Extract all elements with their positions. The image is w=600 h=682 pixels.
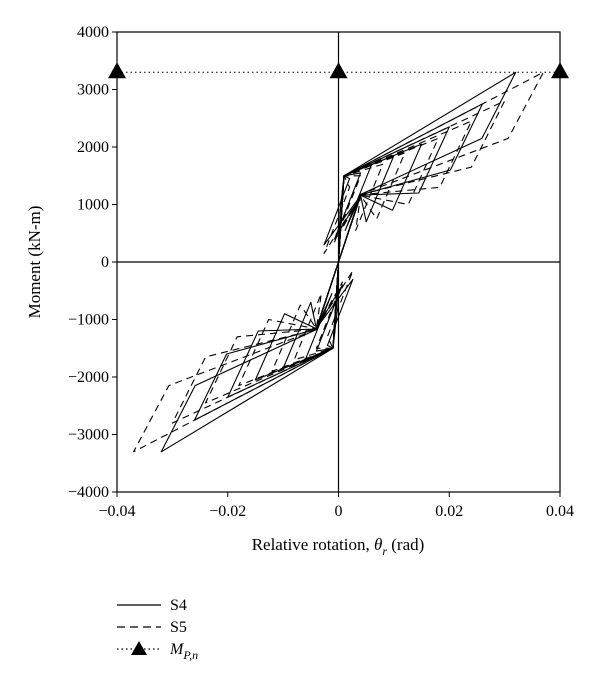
legend-label-mpn: MP,n (169, 641, 198, 662)
triangle-marker-icon (108, 62, 126, 79)
legend-label-s5: S5 (170, 619, 187, 636)
series-line (133, 71, 544, 453)
y-tick-label: 4000 (77, 24, 109, 41)
mpn-line (108, 62, 569, 79)
y-tick-label: 0 (101, 254, 109, 271)
legend-item-s4: S4 (117, 597, 187, 614)
x-tick-label: 0 (335, 503, 343, 520)
legend: S4 S5 MP,n (117, 597, 198, 662)
y-tick-label: 1000 (77, 197, 109, 214)
x-tick-label: −0.04 (98, 503, 135, 520)
series-s5 (133, 71, 544, 453)
triangle-marker-icon (329, 62, 348, 79)
triangle-marker-icon (131, 641, 147, 655)
y-tick-label: −2000 (68, 369, 109, 386)
x-tick-label: 0.04 (546, 503, 574, 520)
y-axis-label: Moment (kN-m) (25, 206, 44, 319)
y-tick-label: 2000 (77, 139, 109, 156)
y-tick-label: −4000 (68, 484, 109, 501)
y-tick-label: −3000 (68, 427, 109, 444)
y-tick-label: −1000 (68, 312, 109, 329)
x-tick-label: 0.02 (435, 503, 463, 520)
x-axis-label: Relative rotation, θr (rad) (252, 535, 425, 558)
x-tick-label: −0.02 (209, 503, 246, 520)
legend-item-s5: S5 (117, 619, 187, 636)
y-ticks: 4000 3000 2000 1000 0 −1000 −2000 −3000 −4000 (68, 24, 117, 501)
legend-item-mpn: MP,n (117, 641, 198, 662)
x-ticks: −0.04 −0.02 0 0.02 0.04 (98, 492, 574, 520)
triangle-marker-icon (551, 62, 569, 79)
hysteresis-curves (133, 71, 544, 453)
y-tick-label: 3000 (77, 82, 109, 99)
legend-label-s4: S4 (170, 597, 187, 614)
